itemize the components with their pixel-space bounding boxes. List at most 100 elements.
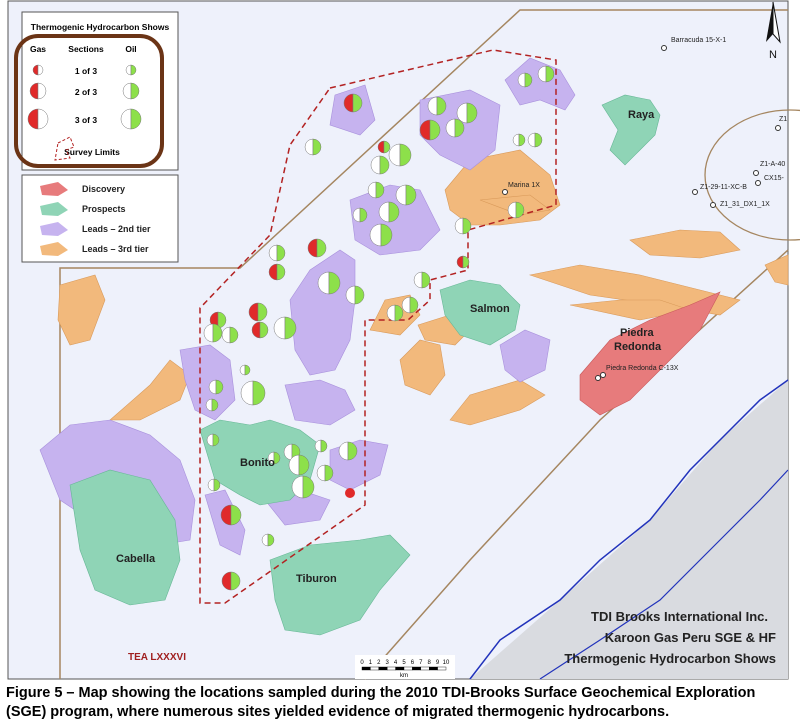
half — [413, 271, 423, 289]
half — [456, 102, 468, 124]
half — [130, 64, 137, 76]
map: Barracuda 15-X-1 Z1 Z1-A-40 CX15- Z1-29-… — [7, 0, 800, 680]
half — [261, 533, 269, 547]
swatch — [40, 182, 68, 196]
half — [37, 82, 47, 100]
legend-symbols — [27, 64, 142, 130]
half — [388, 143, 401, 167]
half — [244, 364, 251, 376]
half — [37, 108, 49, 130]
half — [354, 285, 365, 305]
coastline — [469, 379, 789, 680]
swatch — [40, 222, 68, 236]
half — [537, 65, 547, 83]
prospects — [69, 94, 661, 636]
legend-swatches — [40, 182, 68, 256]
half — [221, 326, 231, 344]
half — [518, 133, 526, 147]
half — [466, 102, 478, 124]
half — [370, 155, 381, 175]
well-labels: Barracuda 15-X-1 Z1 Z1-A-40 CX15- Z1-29-… — [508, 37, 787, 372]
half — [383, 140, 391, 154]
north-arrow — [772, 1, 781, 44]
half — [367, 181, 377, 199]
half — [302, 475, 315, 499]
area-label: Salmon — [470, 303, 510, 315]
half — [524, 72, 533, 88]
half — [208, 379, 217, 395]
half — [394, 304, 404, 322]
half — [545, 65, 555, 83]
legend-item: Prospects — [82, 204, 126, 214]
half — [276, 263, 286, 281]
show-sites — [203, 65, 555, 591]
half — [512, 133, 520, 147]
half — [29, 82, 39, 100]
half — [229, 326, 239, 344]
scale-tick-label: 10 — [443, 660, 450, 666]
half — [230, 504, 242, 526]
half — [454, 118, 465, 138]
half — [419, 119, 431, 141]
north-label: N — [769, 49, 777, 61]
legend-survey-symbol — [54, 136, 75, 161]
half — [462, 217, 472, 235]
scale-segment — [387, 666, 396, 671]
half — [454, 217, 464, 235]
half — [314, 439, 322, 453]
legend-area-labels: Discovery Prospects Leads – 2nd tier Lea… — [82, 184, 151, 254]
half — [324, 464, 334, 482]
half — [427, 96, 438, 116]
area-label: Raya — [628, 109, 655, 121]
land — [470, 380, 788, 679]
half — [215, 379, 224, 395]
gas-site — [345, 488, 355, 498]
half — [377, 140, 385, 154]
half — [213, 478, 221, 492]
swatch — [40, 242, 68, 256]
scale-tick-label: 8 — [428, 660, 432, 666]
scale-tick-label: 7 — [419, 660, 423, 666]
half — [212, 433, 220, 447]
half — [338, 441, 349, 461]
half — [298, 454, 310, 476]
scale-tick-label: 6 — [411, 660, 415, 666]
block-label: TEA LXXXVI — [128, 652, 186, 663]
legend-row: 3 of 3 — [75, 115, 97, 125]
area-label: Cabella — [116, 553, 156, 565]
scale-segment — [412, 666, 421, 671]
hand-drawn-outline — [14, 34, 164, 168]
scale-tick-label: 4 — [394, 660, 398, 666]
scale-segment — [378, 666, 388, 671]
half — [307, 238, 318, 258]
half — [267, 451, 275, 465]
half — [352, 207, 361, 223]
well-markers — [502, 45, 781, 381]
credit: TDI Brooks International Inc. Karoon Gas… — [564, 609, 776, 666]
half — [291, 475, 304, 499]
half — [395, 184, 407, 206]
scale-segment — [429, 666, 438, 671]
well-label: Z1-A-40 — [760, 161, 785, 168]
half — [343, 93, 354, 113]
legend-title: Thermogenic Hydrocarbon Shows — [31, 22, 170, 32]
half — [378, 201, 390, 223]
scale-segment — [395, 666, 405, 671]
half — [507, 201, 517, 219]
area-label: Piedra Redonda — [614, 327, 662, 353]
half — [251, 321, 261, 339]
scale-segment — [370, 666, 379, 671]
half — [276, 244, 286, 262]
credit-line: Thermogenic Hydrocarbon Shows — [564, 651, 776, 666]
scale-unit: km — [400, 673, 408, 679]
half — [534, 132, 543, 148]
half — [316, 464, 326, 482]
scale-tick-label: 1 — [369, 660, 373, 666]
river — [539, 469, 789, 680]
half — [230, 571, 241, 591]
scale-tick-label: 3 — [386, 660, 390, 666]
half — [456, 255, 464, 269]
half — [207, 478, 215, 492]
half — [399, 143, 412, 167]
